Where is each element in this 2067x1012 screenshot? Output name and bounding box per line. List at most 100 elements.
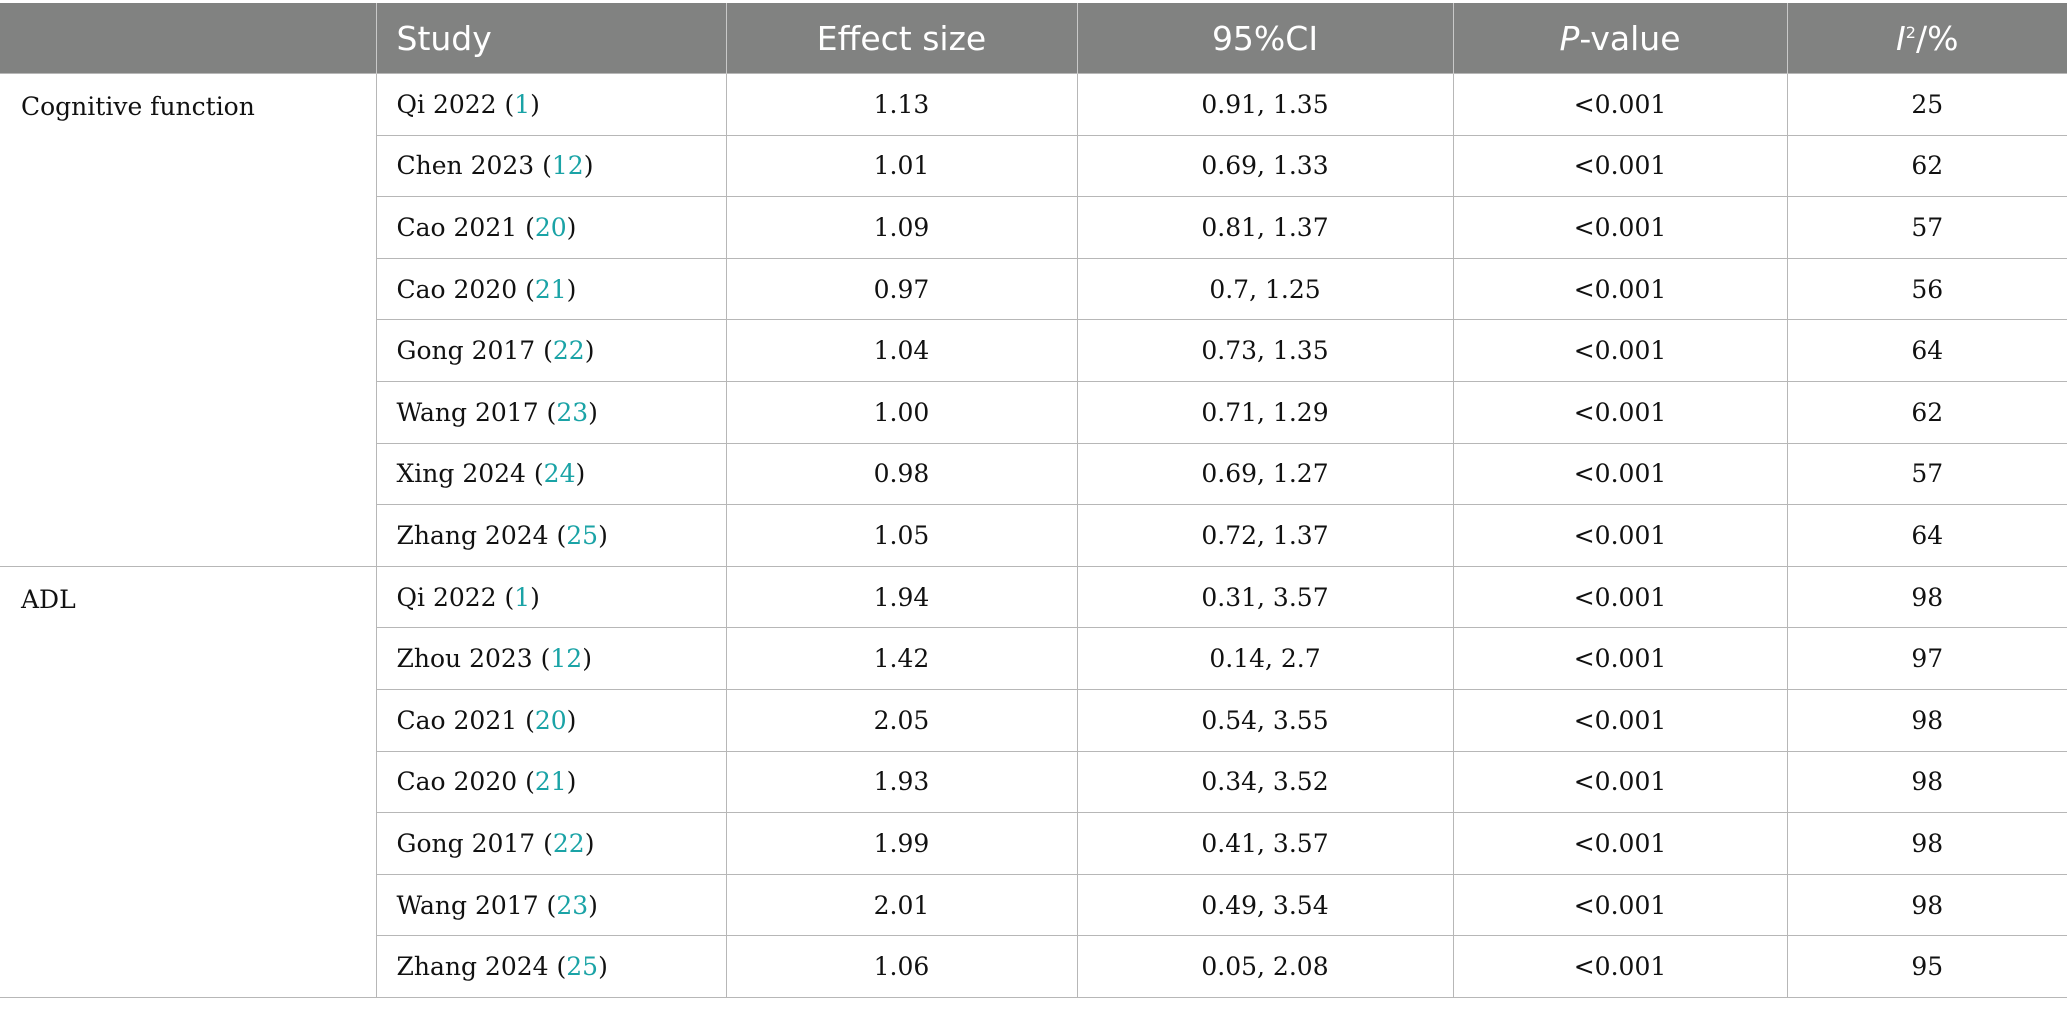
group-label: ADL [0,565,377,998]
reference-link[interactable]: 1 [514,582,531,612]
study-author-year: Cao 2021 ( [396,705,535,735]
reference-link[interactable]: 21 [534,767,567,797]
reference-link[interactable]: 20 [534,705,567,735]
effect-size-cell: 1.01 [725,134,1078,198]
i2-cell: 64 [1786,319,2067,382]
effect-size-cell: 1.42 [725,627,1078,690]
study-author-year: Wang 2017 ( [396,397,557,427]
p-value-cell: <0.001 [1452,873,1788,937]
study-close-paren: ) [530,89,540,119]
group-label: Cognitive function [0,73,377,567]
table-row: Wang 2017 (23) 2.01 0.49, 3.54 <0.001 98 [0,873,2067,937]
study-close-paren: ) [588,397,598,427]
i2-cell: 57 [1786,442,2067,506]
header-ci: 95%CI [1077,3,1454,74]
ci-cell: 0.05, 2.08 [1076,935,1454,998]
study-close-paren: ) [598,520,608,550]
reference-link[interactable]: 24 [543,459,576,489]
p-value-cell: <0.001 [1452,504,1788,567]
reference-link[interactable]: 20 [534,212,567,242]
p-value-cell: <0.001 [1452,73,1788,136]
study-close-paren: ) [566,767,577,797]
reference-link[interactable]: 23 [556,890,589,920]
header-study: Study [376,3,727,74]
study-cell: Gong 2017 (22) [375,812,727,875]
table-body: Cognitive function Qi 2022 (1) 1.13 0.91, 1… [0,73,2067,998]
study-author-year: Qi 2022 ( [396,582,515,612]
study-author-year: Cao 2021 ( [396,212,535,242]
study-author-year: Qi 2022 ( [396,89,515,119]
effect-size-cell: 1.05 [725,504,1078,567]
study-author-year: Cao 2020 ( [396,767,535,797]
header-p-value: P-value [1453,3,1788,74]
effect-size-cell: 1.00 [725,380,1078,444]
ci-cell: 0.72, 1.37 [1076,504,1454,567]
effect-size-cell: 1.94 [725,565,1078,629]
study-close-paren: ) [575,459,586,489]
ci-cell: 0.69, 1.27 [1076,442,1454,506]
header-i-letter: I [1896,18,1906,58]
i2-cell: 98 [1786,750,2067,814]
ci-cell: 0.54, 3.55 [1076,688,1454,752]
ci-cell: 0.91, 1.35 [1076,73,1454,136]
p-value-cell: <0.001 [1452,750,1788,814]
header-group [0,3,377,74]
study-cell: Wang 2017 (23) [375,873,727,937]
study-author-year: Zhang 2024 ( [396,952,567,982]
reference-link[interactable]: 12 [550,644,583,674]
header-i2: I2/% [1787,3,2067,74]
effect-size-cell: 2.01 [725,873,1078,937]
study-cell: Qi 2022 (1) [375,73,727,136]
reference-link[interactable]: 12 [551,151,584,181]
p-value-cell: <0.001 [1452,196,1788,259]
table-row: Chen 2023 (12) 1.01 0.69, 1.33 <0.001 62 [0,134,2067,198]
reference-link[interactable]: 25 [566,520,599,550]
table-row: Zhang 2024 (25) 1.06 0.05, 2.08 <0.001 95 [0,935,2067,998]
study-close-paren: ) [584,336,595,366]
study-close-paren: ) [566,274,577,304]
p-value-cell: <0.001 [1452,935,1788,998]
i2-cell: 56 [1786,257,2067,321]
reference-link[interactable]: 22 [552,336,585,366]
study-cell: Gong 2017 (22) [375,319,727,382]
i2-cell: 62 [1786,134,2067,198]
ci-cell: 0.7, 1.25 [1076,257,1454,321]
reference-link[interactable]: 1 [514,89,531,119]
ci-cell: 0.49, 3.54 [1076,873,1454,937]
i2-cell: 98 [1786,873,2067,937]
effect-size-cell: 1.93 [725,750,1078,814]
study-author-year: Zhou 2023 ( [396,644,551,674]
p-value-cell: <0.001 [1452,134,1788,198]
effect-size-cell: 0.97 [725,257,1078,321]
ci-cell: 0.73, 1.35 [1076,319,1454,382]
i2-cell: 95 [1786,935,2067,998]
study-cell: Cao 2021 (20) [375,688,727,752]
study-close-paren: ) [566,705,577,735]
study-author-year: Zhang 2024 ( [396,520,567,550]
study-author-year: Wang 2017 ( [396,890,557,920]
study-cell: Cao 2020 (21) [375,257,727,321]
study-cell: Zhou 2023 (12) [375,627,727,690]
study-cell: Zhang 2024 (25) [375,504,727,567]
reference-link[interactable]: 21 [534,274,567,304]
study-cell: Cao 2020 (21) [375,750,727,814]
p-value-cell: <0.001 [1452,627,1788,690]
p-value-cell: <0.001 [1452,688,1788,752]
table-row: Gong 2017 (22) 1.99 0.41, 3.57 <0.001 98 [0,812,2067,875]
study-author-year: Chen 2023 ( [396,151,552,181]
reference-link[interactable]: 22 [552,828,585,858]
reference-link[interactable]: 25 [566,952,599,982]
table-row: ADL Qi 2022 (1) 1.94 0.31, 3.57 <0.001 98 [0,565,2067,998]
i2-cell: 64 [1786,504,2067,567]
study-cell: Chen 2023 (12) [375,134,727,198]
p-value-cell: <0.001 [1452,319,1788,382]
table-row: Zhang 2024 (25) 1.05 0.72, 1.37 <0.001 64 [0,504,2067,567]
header-row: Study Effect size 95%CI P-value I2/% [0,3,2067,74]
reference-link[interactable]: 23 [556,397,589,427]
study-close-paren: ) [584,828,595,858]
ci-cell: 0.71, 1.29 [1076,380,1454,444]
p-value-cell: <0.001 [1452,257,1788,321]
study-cell: Zhang 2024 (25) [375,935,727,998]
i2-cell: 98 [1786,812,2067,875]
table-row: Cao 2021 (20) 2.05 0.54, 3.55 <0.001 98 [0,688,2067,752]
